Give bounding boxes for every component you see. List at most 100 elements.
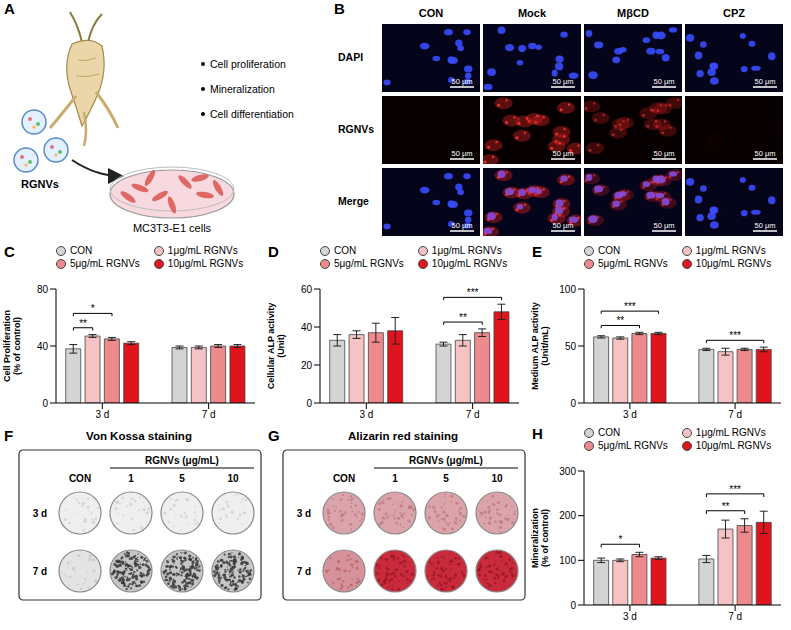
svg-text:100: 100 xyxy=(559,555,576,566)
html-text:CON: CON xyxy=(334,245,357,256)
svg-text:3 d: 3 d xyxy=(297,508,311,519)
html-text:1μg/mL RGNVs: 1μg/mL RGNVs xyxy=(695,427,766,438)
html-text:CPZ: CPZ xyxy=(723,7,745,19)
html-text:5μg/mL RGNVs: 5μg/mL RGNVs xyxy=(598,258,668,269)
svg-text:0: 0 xyxy=(306,398,312,409)
svg-text:50 μm: 50 μm xyxy=(452,77,473,86)
svg-text:300: 300 xyxy=(559,466,576,477)
svg-text:***: *** xyxy=(467,287,479,298)
svg-text:10: 10 xyxy=(227,473,239,484)
html-text:CON: CON xyxy=(418,7,444,19)
svg-text:CON: CON xyxy=(333,473,355,484)
svg-text:**: ** xyxy=(459,312,467,323)
svg-text:60: 60 xyxy=(301,284,313,295)
html-text:5μg/mL RGNVs: 5μg/mL RGNVs xyxy=(70,258,140,269)
html-text:RGNVs: RGNVs xyxy=(338,123,375,135)
svg-text:RGNVs: RGNVs xyxy=(21,178,59,190)
svg-text:7 d: 7 d xyxy=(466,409,480,420)
svg-text:80: 80 xyxy=(37,284,49,295)
svg-text:50 μm: 50 μm xyxy=(654,221,675,230)
svg-text:0: 0 xyxy=(570,398,576,409)
html-text:10μg/mL RGNVs: 10μg/mL RGNVs xyxy=(695,258,772,269)
html-text:10μg/mL RGNVs: 10μg/mL RGNVs xyxy=(431,258,508,269)
svg-text:**: ** xyxy=(616,315,624,326)
svg-text:**: ** xyxy=(722,501,730,512)
html-text:Mineralization: Mineralization xyxy=(530,508,541,568)
svg-text:7 d: 7 d xyxy=(202,409,216,420)
svg-text:RGNVs (μg/mL): RGNVs (μg/mL) xyxy=(145,455,219,466)
html-text:CON: CON xyxy=(598,427,621,438)
svg-text:RGNVs (μg/mL): RGNVs (μg/mL) xyxy=(409,455,483,466)
svg-text:40: 40 xyxy=(301,322,313,333)
svg-text:3 d: 3 d xyxy=(33,508,47,519)
svg-text:Mineralization: Mineralization xyxy=(210,83,275,95)
svg-text:***: *** xyxy=(624,301,636,312)
html-text:DAPI: DAPI xyxy=(338,51,364,63)
svg-text:50 μm: 50 μm xyxy=(755,77,776,86)
svg-text:50 μm: 50 μm xyxy=(654,77,675,86)
svg-text:50 μm: 50 μm xyxy=(452,221,473,230)
svg-text:7 d: 7 d xyxy=(728,409,742,420)
svg-text:Cell proliferation: Cell proliferation xyxy=(210,58,286,70)
html-text:1μg/mL RGNVs: 1μg/mL RGNVs xyxy=(431,245,502,256)
svg-text:5: 5 xyxy=(179,473,185,484)
html-text:Cell Proliferation: Cell Proliferation xyxy=(2,310,13,382)
html-text:MβCD: MβCD xyxy=(617,7,649,19)
svg-text:MC3T3-E1 cells: MC3T3-E1 cells xyxy=(133,222,212,234)
svg-text:7 d: 7 d xyxy=(297,566,311,577)
svg-text:50 μm: 50 μm xyxy=(553,149,574,158)
html-text:Medium ALP activity: Medium ALP activity xyxy=(530,302,541,390)
svg-text:200: 200 xyxy=(559,510,576,521)
html-text:A: A xyxy=(4,0,15,17)
svg-text:3 d: 3 d xyxy=(623,611,637,622)
svg-text:*: * xyxy=(91,303,95,314)
html-text:Mock: Mock xyxy=(517,7,547,19)
html-text:Cellular ALP activity: Cellular ALP activity xyxy=(266,302,277,390)
svg-text:50 μm: 50 μm xyxy=(755,149,776,158)
svg-text:50 μm: 50 μm xyxy=(553,77,574,86)
html-text:Alizarin red staining: Alizarin red staining xyxy=(348,430,458,442)
svg-text:50 μm: 50 μm xyxy=(654,149,675,158)
svg-text:50 μm: 50 μm xyxy=(553,221,574,230)
html-text:5μg/mL RGNVs: 5μg/mL RGNVs xyxy=(598,440,668,451)
html-text:D: D xyxy=(268,243,279,260)
html-text:5μg/mL RGNVs: 5μg/mL RGNVs xyxy=(334,258,404,269)
html-text:1μg/mL RGNVs: 1μg/mL RGNVs xyxy=(695,245,766,256)
svg-text:7 d: 7 d xyxy=(33,566,47,577)
svg-text:7 d: 7 d xyxy=(728,611,742,622)
svg-text:0: 0 xyxy=(570,600,576,611)
svg-text:50 μm: 50 μm xyxy=(452,149,473,158)
svg-text:Cell differentiation: Cell differentiation xyxy=(210,108,294,120)
svg-text:***: *** xyxy=(729,330,741,341)
svg-text:20: 20 xyxy=(301,360,313,371)
svg-text:3 d: 3 d xyxy=(623,409,637,420)
svg-text:10: 10 xyxy=(491,473,503,484)
svg-text:CON: CON xyxy=(69,473,91,484)
svg-text:1: 1 xyxy=(128,473,134,484)
html-text:10μg/mL RGNVs: 10μg/mL RGNVs xyxy=(167,258,244,269)
svg-text:**: ** xyxy=(79,318,87,329)
html-text:G: G xyxy=(268,427,280,444)
html-text:CON: CON xyxy=(70,245,93,256)
html-text:B: B xyxy=(334,0,345,17)
svg-text:***: *** xyxy=(729,484,741,495)
svg-text:40: 40 xyxy=(37,341,49,352)
svg-text:50: 50 xyxy=(565,341,577,352)
svg-text:3 d: 3 d xyxy=(359,409,373,420)
html-text:C: C xyxy=(4,243,15,260)
html-text:1μg/mL RGNVs: 1μg/mL RGNVs xyxy=(167,245,238,256)
html-text:H: H xyxy=(532,425,543,442)
html-text:10μg/mL RGNVs: 10μg/mL RGNVs xyxy=(695,440,772,451)
html-text:(% of control): (% of control) xyxy=(12,317,22,375)
svg-text:5: 5 xyxy=(443,473,449,484)
svg-text:1: 1 xyxy=(392,473,398,484)
svg-text:50 μm: 50 μm xyxy=(755,221,776,230)
html-text:(Unit): (Unit) xyxy=(276,334,286,358)
svg-text:0: 0 xyxy=(42,398,48,409)
svg-text:100: 100 xyxy=(559,284,576,295)
html-text:CON: CON xyxy=(598,245,621,256)
svg-text:3 d: 3 d xyxy=(95,409,109,420)
html-text:Merge: Merge xyxy=(338,195,369,207)
html-text:Von Kossa staining: Von Kossa staining xyxy=(86,430,192,442)
svg-text:*: * xyxy=(618,534,622,545)
